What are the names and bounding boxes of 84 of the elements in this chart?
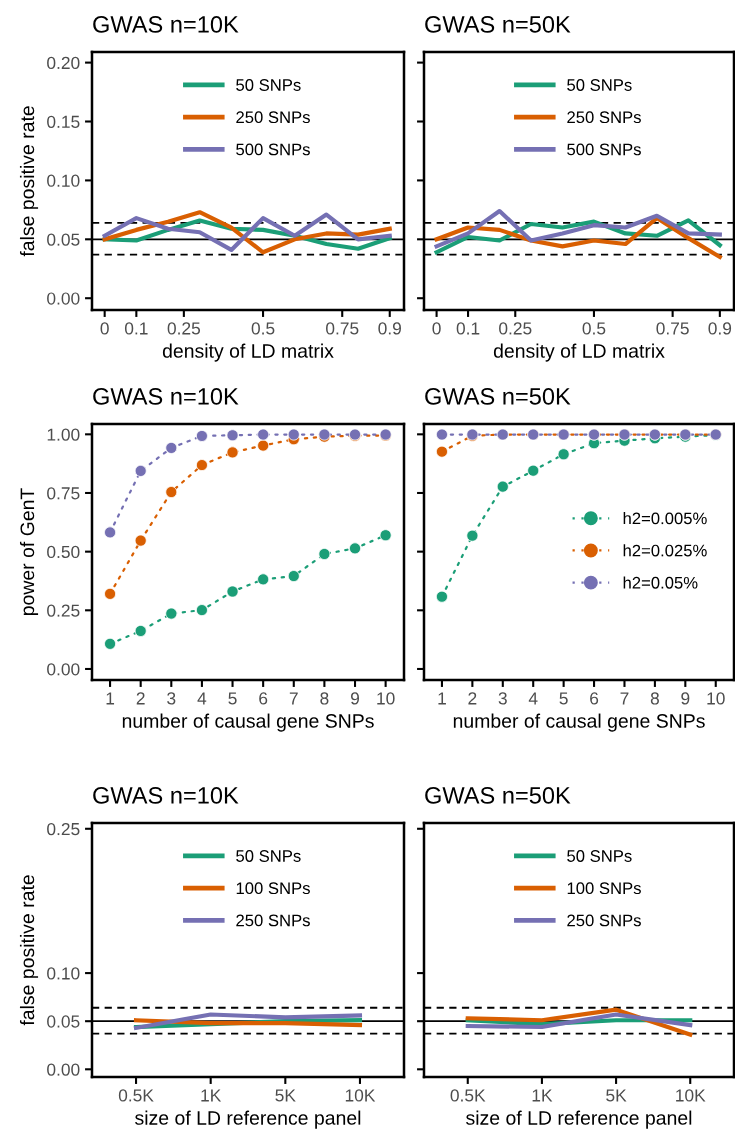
x-tick-label: 9 — [681, 692, 690, 705]
x-tick-label: 0.9 — [708, 322, 732, 335]
x-tick-label: 7 — [620, 692, 629, 705]
chart-title: GWAS n=50K — [425, 16, 571, 33]
x-tick-label: 5 — [228, 692, 237, 705]
y-tick-label: 0.20 — [47, 56, 80, 70]
x-tick-label: 8 — [650, 692, 659, 705]
x-tick-label: 10 — [707, 692, 725, 705]
y-tick-label: 0.50 — [47, 545, 80, 559]
x-tick-label: 0.25 — [167, 322, 201, 335]
y-tick-label: 0.00 — [47, 292, 80, 305]
y-axis-title: power of GenT — [19, 488, 39, 616]
x-tick-label: 2 — [136, 692, 145, 705]
legend-label: 50 SNPs — [567, 79, 632, 91]
x-axis-title: size of LD reference panel — [466, 1110, 692, 1129]
x-axis-title: density of LD matrix — [493, 343, 665, 362]
legend-label: 250 SNPs — [567, 914, 641, 927]
x-axis-title: density of LD matrix — [162, 343, 334, 362]
x-tick-label: 1K — [532, 1089, 553, 1102]
y-tick-label: 0.05 — [47, 1015, 80, 1028]
x-tick-label: 1 — [438, 692, 446, 705]
x-tick-label: 3 — [498, 692, 507, 705]
x-tick-label: 5K — [275, 1089, 296, 1102]
x-tick-label: 10 — [377, 692, 395, 705]
x-tick-label: 4 — [528, 692, 538, 705]
x-tick-label: 0.5 — [251, 322, 275, 335]
x-tick-label: 1K — [201, 1089, 222, 1102]
y-axis-title: false positive rate — [19, 106, 39, 257]
y-tick-label: 0.00 — [47, 663, 80, 676]
legend-label: 50 SNPs — [236, 79, 301, 91]
y-tick-label: 0.25 — [47, 604, 80, 617]
x-tick-label: 5K — [606, 1089, 627, 1102]
y-axis-title: false positive rate — [19, 875, 39, 1026]
legend-label: 250 SNPs — [236, 914, 310, 927]
y-tick-label: 0.00 — [47, 1063, 80, 1076]
x-tick-label: 9 — [351, 692, 360, 705]
chart-title: GWAS n=10K — [93, 388, 239, 405]
y-tick-label: 1.00 — [47, 428, 80, 441]
legend-label: 50 SNPs — [236, 850, 301, 862]
x-tick-label: 3 — [167, 692, 176, 705]
legend-label: 250 SNPs — [567, 111, 641, 124]
legend-label: h2=0.05% — [623, 576, 698, 589]
legend-label: 100 SNPs — [236, 882, 310, 895]
x-tick-label: 0.1 — [456, 322, 480, 335]
x-tick-label: 5 — [559, 692, 568, 705]
x-tick-label: 0.9 — [378, 322, 401, 335]
y-tick-label: 0.10 — [47, 967, 80, 980]
x-tick-label: 0 — [432, 322, 441, 335]
x-tick-label: 0.5K — [450, 1089, 486, 1102]
x-tick-label: 6 — [590, 692, 599, 705]
legend-label: h2=0.025% — [623, 544, 707, 557]
y-tick-label: 0.25 — [47, 822, 80, 836]
x-tick-label: 8 — [320, 692, 329, 705]
x-tick-label: 4 — [197, 692, 207, 705]
x-tick-label: 0 — [100, 322, 109, 335]
x-tick-label: 0.75 — [326, 322, 359, 335]
legend-label: 500 SNPs — [567, 143, 641, 156]
y-tick-label: 0.05 — [47, 233, 80, 246]
chart-title: GWAS n=50K — [425, 787, 571, 804]
x-tick-label: 0.75 — [656, 322, 689, 335]
x-tick-label: 10K — [345, 1089, 376, 1102]
x-axis-title: number of causal gene SNPs — [453, 713, 705, 732]
legend-label: 250 SNPs — [236, 111, 310, 124]
x-tick-label: 0.5K — [118, 1089, 154, 1102]
x-tick-label: 1 — [106, 692, 115, 705]
x-tick-label: 7 — [289, 692, 298, 705]
x-axis-title: number of causal gene SNPs — [122, 713, 374, 732]
y-tick-label: 0.10 — [47, 174, 80, 187]
x-tick-label: 10K — [676, 1089, 706, 1102]
x-tick-label: 0.1 — [124, 322, 148, 335]
legend-label: 500 SNPs — [236, 143, 310, 156]
chart-title: GWAS n=10K — [93, 16, 239, 33]
x-tick-label: 6 — [259, 692, 268, 705]
chart-title: GWAS n=50K — [425, 388, 571, 405]
x-tick-label: 0.25 — [499, 322, 532, 335]
x-tick-label: 0.5 — [582, 322, 606, 335]
y-tick-label: 0.75 — [47, 487, 80, 500]
x-tick-label: 2 — [468, 692, 477, 705]
legend-label: h2=0.005% — [623, 512, 707, 525]
x-axis-title: size of LD reference panel — [135, 1110, 361, 1129]
chart-title: GWAS n=10K — [93, 787, 239, 804]
legend-label: 100 SNPs — [567, 882, 641, 895]
legend-label: 50 SNPs — [567, 850, 632, 862]
y-tick-label: 0.15 — [47, 115, 80, 128]
